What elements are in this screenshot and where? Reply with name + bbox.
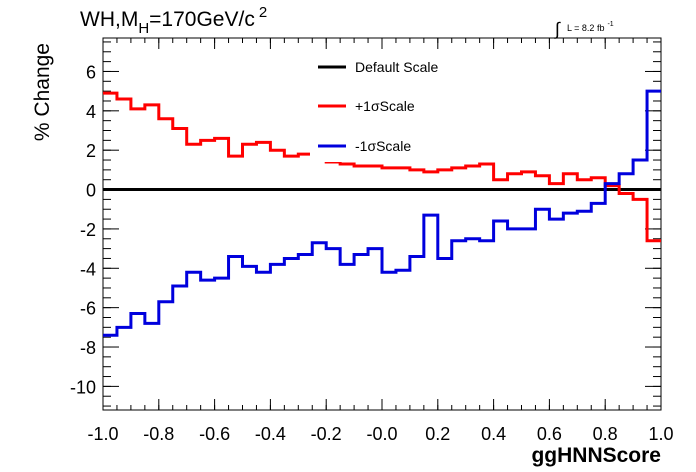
- title-superscript: 2: [259, 4, 267, 21]
- x-tick-label: 0.4: [481, 424, 506, 444]
- luminosity-label: ∫ L = 8.2 fb -1: [553, 19, 614, 39]
- x-tick-label: -0.8: [143, 424, 174, 444]
- y-tick-label: -6: [80, 299, 96, 319]
- series-line: [103, 91, 661, 243]
- y-tick-label: -8: [80, 338, 96, 358]
- x-tick-label: -0.6: [199, 424, 230, 444]
- y-axis-label: % Change: [31, 43, 54, 141]
- legend: Default Scale +1σScale -1σScale: [310, 50, 470, 162]
- x-tick-label: -0.0: [366, 424, 397, 444]
- x-tick-label: 0.8: [593, 424, 618, 444]
- lumi-text: L = 8.2 fb: [567, 23, 604, 33]
- x-tick-label: 0.2: [425, 424, 450, 444]
- series-2: [103, 89, 661, 337]
- y-tick-label: 0: [86, 181, 96, 201]
- x-axis-label: ggHNNScore: [531, 444, 661, 467]
- legend-label-default: Default Scale: [355, 59, 438, 75]
- legend-label-minus1sigma: -1σScale: [355, 138, 411, 154]
- series-line: [103, 89, 661, 337]
- svg-text:WH,MH=170GeV/c2: WH,MH=170GeV/c 2: [80, 4, 267, 37]
- x-tick-label: -1.0: [87, 424, 118, 444]
- legend-label-plus1sigma: +1σScale: [355, 98, 415, 114]
- series-1: [103, 91, 661, 243]
- y-tick-label: 4: [86, 102, 96, 122]
- y-tick-label: 2: [86, 141, 96, 161]
- y-tick-label: -2: [80, 220, 96, 240]
- chart-title: WH,MH=170GeV/c 2: [80, 4, 267, 37]
- integral-symbol: ∫: [553, 19, 561, 39]
- lumi-superscript: -1: [607, 21, 613, 28]
- y-tick-label: -10: [70, 377, 96, 397]
- y-tick-label: 6: [86, 62, 96, 82]
- svg-text:L = 8.2 fb-1: L = 8.2 fb -1: [567, 21, 614, 33]
- title-main: WH,M: [80, 8, 138, 31]
- x-tick-label: 0.6: [537, 424, 562, 444]
- title-subscript: H: [138, 20, 149, 37]
- x-tick-label: -0.2: [311, 424, 342, 444]
- title-rest: =170GeV/c: [149, 8, 255, 31]
- y-tick-label: -4: [80, 259, 96, 279]
- x-tick-label: 1.0: [648, 424, 673, 444]
- series-layer: [103, 89, 661, 337]
- x-tick-label: -0.4: [255, 424, 286, 444]
